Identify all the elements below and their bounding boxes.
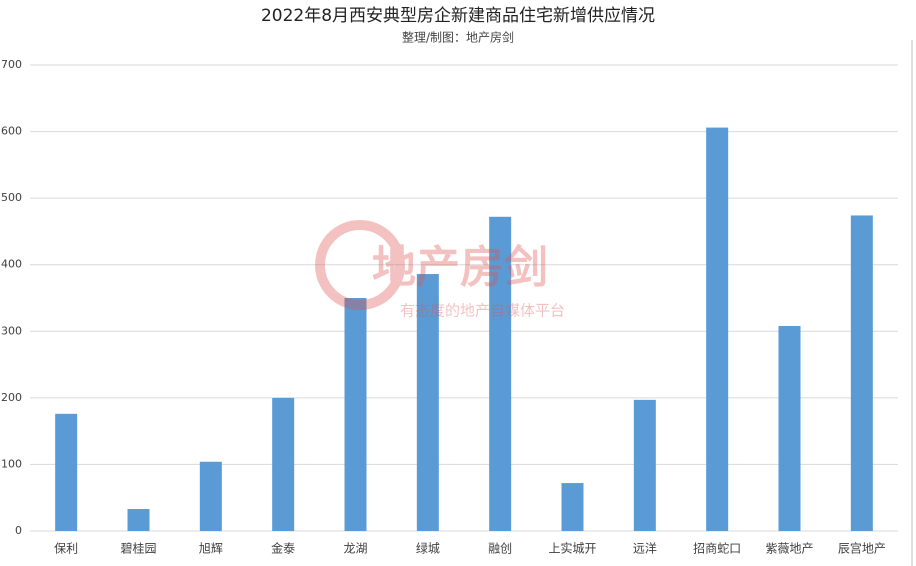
y-tick-label: 200	[1, 391, 22, 404]
x-tick-label: 融创	[488, 542, 512, 556]
y-tick-label: 600	[1, 125, 22, 138]
bar	[199, 461, 222, 531]
x-tick-label: 旭辉	[199, 542, 223, 556]
x-tick-label: 保利	[54, 542, 78, 556]
bar	[561, 483, 584, 531]
x-tick-label: 绿城	[416, 541, 440, 556]
bar	[344, 298, 367, 531]
x-tick-label: 碧桂园	[120, 541, 156, 556]
x-tick-label: 辰宫地产	[838, 541, 886, 556]
watermark-logo	[315, 220, 405, 310]
bar	[489, 216, 512, 532]
y-tick-label: 100	[1, 457, 22, 470]
bar	[850, 215, 873, 532]
y-tick-label: 300	[1, 324, 22, 337]
bar	[127, 509, 150, 531]
y-tick-label: 500	[1, 191, 22, 204]
chart-subtitle: 整理/制图：地产房剑	[402, 30, 514, 45]
bar	[778, 325, 801, 531]
x-tick-label: 远洋	[633, 541, 657, 556]
watermark-slogan: 有态度的地产自媒体平台	[400, 302, 565, 320]
bar	[706, 127, 729, 531]
bar	[55, 413, 78, 531]
x-tick-label: 上实城开	[548, 541, 596, 556]
bar	[633, 399, 656, 531]
x-tick-label: 金泰	[271, 541, 295, 556]
bar	[272, 397, 295, 531]
x-tick-label: 紫薇地产	[765, 542, 813, 556]
chart-title: 2022年8月西安典型房企新建商品住宅新增供应情况	[261, 6, 655, 26]
y-tick-label: 400	[1, 258, 22, 271]
watermark-group: 地产房剑 有态度的地产自媒体平台	[315, 220, 565, 320]
bar	[416, 274, 439, 531]
x-tick-label: 龙湖	[343, 541, 367, 556]
watermark-text: 地产房剑	[372, 242, 548, 293]
y-tick-label: 0	[15, 524, 22, 537]
x-tick-label: 招商蛇口	[693, 541, 741, 556]
y-tick-label: 700	[1, 58, 22, 71]
